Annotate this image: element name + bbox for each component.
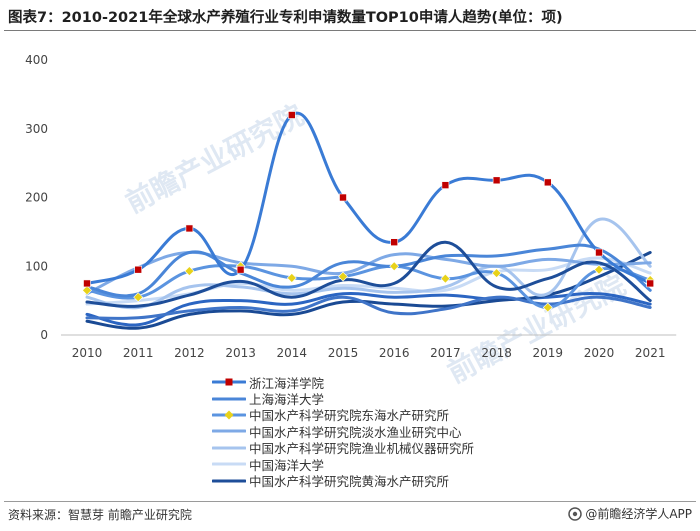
brand-credit: @前瞻经济学人APP — [568, 505, 692, 522]
data-point-diamond — [389, 261, 400, 272]
legend-swatch-icon — [212, 446, 246, 450]
legend-swatch-icon — [212, 397, 246, 401]
legend-label: 中国水产科学研究院淡水渔业研究中心 — [249, 424, 462, 440]
x-tick-label: 2021 — [635, 346, 666, 360]
legend-item: 中国海洋大学 — [212, 456, 474, 473]
legend-item: 上海海洋大学 — [212, 390, 474, 408]
x-tick-label: 2020 — [584, 346, 615, 360]
x-tick-label: 2017 — [430, 346, 461, 360]
data-point-diamond — [594, 264, 604, 275]
legend-label: 中国水产科学研究院黄海水产研究所 — [249, 474, 450, 490]
source-note: 资料来源：智慧芽 前瞻产业研究院 — [8, 508, 192, 522]
x-tick-label: 2010 — [72, 346, 103, 360]
legend-swatch-icon — [212, 479, 246, 483]
y-tick-label: 100 — [25, 259, 48, 273]
legend-label: 中国海洋大学 — [249, 457, 325, 473]
series-line-unlabeled — [85, 251, 652, 330]
x-tick-label: 2018 — [481, 346, 512, 360]
chart-title: 图表7：2010-2021年全球水产养殖行业专利申请数量TOP10申请人趋势(单… — [8, 10, 563, 26]
legend-item: 中国水产科学研究院东海水产研究所 — [212, 407, 474, 423]
legend-label: 浙江海洋学院 — [249, 375, 325, 391]
data-point-diamond — [82, 285, 92, 296]
series-line — [85, 217, 652, 310]
axes: 0 100 200 300 400 2010 2011 2012 2013 2014 2015 201… — [25, 53, 677, 360]
legend-swatch-icon — [212, 410, 246, 420]
x-tick-label: 2011 — [123, 346, 154, 360]
x-tick-label: 2013 — [225, 346, 256, 360]
data-point-square — [646, 279, 655, 288]
x-tick-label: 2019 — [533, 346, 564, 360]
legend-swatch-icon — [212, 378, 246, 386]
y-tick-label: 0 — [40, 328, 48, 342]
x-tick-label: 2016 — [379, 346, 410, 360]
data-point-diamond — [440, 273, 451, 284]
data-point-square — [339, 193, 347, 202]
data-point-square — [390, 238, 399, 246]
title-divider — [4, 30, 696, 31]
legend: 浙江海洋学院 上海海洋大学 中国水产科学研究院东海水产研究所 中国水产科学研究院淡水渔… — [212, 374, 474, 489]
series-line — [85, 111, 652, 285]
y-tick-label: 400 — [25, 53, 48, 67]
footer-divider — [4, 501, 696, 502]
series-line — [85, 256, 652, 306]
legend-item: 中国水产科学研究院淡水渔业研究中心 — [212, 423, 474, 440]
legend-label: 中国水产科学研究院东海水产研究所 — [249, 408, 450, 424]
data-point-diamond — [338, 271, 348, 282]
data-point-square — [134, 265, 142, 274]
series-line — [85, 240, 652, 308]
legend-item: 中国水产科学研究院黄海水产研究所 — [212, 472, 474, 490]
series-line-unlabeled — [85, 295, 652, 320]
data-point-diamond — [133, 292, 144, 303]
data-point-diamond — [286, 273, 297, 283]
data-point-diamond — [491, 268, 502, 279]
data-point-square — [492, 176, 501, 185]
data-point-square — [595, 248, 603, 257]
data-point-square — [287, 111, 296, 119]
data-point-square — [185, 224, 194, 233]
x-tick-label: 2012 — [174, 346, 205, 360]
legend-label: 上海海洋大学 — [249, 392, 325, 408]
y-tick-label: 300 — [25, 122, 48, 136]
series-layer — [85, 111, 652, 330]
data-point-square — [236, 265, 245, 274]
marker-layer — [82, 111, 656, 313]
y-tick-label: 200 — [25, 191, 48, 205]
series-line-unlabeled — [85, 291, 652, 327]
data-point-square — [83, 279, 91, 288]
legend-label: 中国水产科学研究院渔业机械仪器研究所 — [249, 441, 475, 457]
legend-item: 浙江海洋学院 — [212, 374, 474, 391]
data-point-diamond — [542, 302, 553, 313]
data-point-square — [441, 181, 450, 189]
brand-logo-icon — [568, 506, 583, 521]
data-point-square — [543, 178, 552, 187]
legend-swatch-icon — [212, 429, 246, 433]
data-point-diamond — [184, 266, 195, 276]
legend-item: 中国水产科学研究院渔业机械仪器研究所 — [212, 440, 474, 456]
x-tick-label: 2014 — [277, 346, 308, 360]
x-tick-label: 2015 — [328, 346, 359, 360]
brand-label: @前瞻经济学人APP — [585, 507, 692, 521]
legend-swatch-icon — [212, 462, 246, 466]
series-line — [85, 243, 652, 298]
